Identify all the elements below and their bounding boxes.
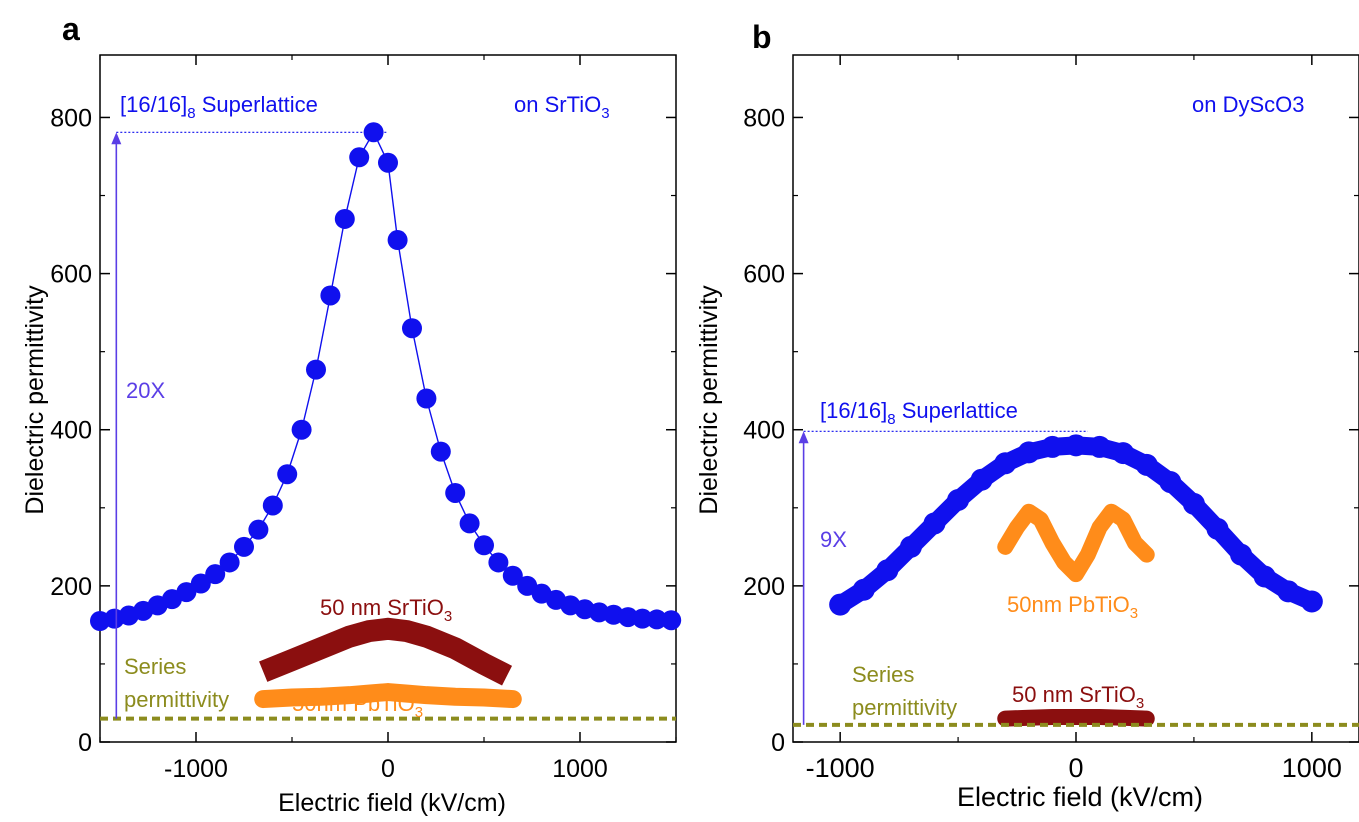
panel-b: b Electric field (kV/cm) Dielectric perm… (695, 19, 1305, 812)
panel-a-pbtio3-text: 50nm PbTiO (292, 691, 415, 716)
panel-a-16-16-8-superlattice-point (248, 519, 269, 540)
panel-a-16-16-8-superlattice-point (234, 536, 254, 557)
panel-b-50-nm-srtio3-line (997, 709, 1155, 727)
panel-a-ytick-label: 200 (50, 573, 92, 601)
panel-b-letter: b (752, 19, 772, 55)
plot-layer: 0 200 400 600 800 -1000 0 1000 0 200 400 600 800 -100… (50, 54, 1359, 783)
panel-a-superlattice-label: [16/16]8 Superlattice (120, 92, 318, 122)
panel-b-16-16-8-superlattice-point (1182, 492, 1205, 515)
panel-b-ytick-label: 400 (743, 417, 785, 445)
panel-a-16-16-8-superlattice-point (277, 464, 298, 485)
panel-b-ytick-label: 600 (743, 261, 785, 289)
panel-a-16-16-8-superlattice-point (387, 230, 408, 251)
panel-b-16-16-8-superlattice-point (947, 488, 970, 511)
panel-b-16-16-8-superlattice-point (923, 512, 946, 535)
panel-a-factor-label: 20X (126, 378, 165, 403)
panel-a-16-16-8-superlattice-point (306, 359, 326, 380)
panel-b-50nm-pbtio3-line (997, 503, 1155, 583)
panel-b-series-label-1: Series (852, 662, 914, 687)
panel-a-substrate-label: on SrTiO3 (514, 92, 610, 122)
panel-b-ratio-arrowhead (798, 431, 809, 444)
panel-a-16-16-8-superlattice-point (262, 495, 283, 516)
panel-b-ytick-label: 200 (743, 573, 785, 601)
panel-a-ytick-label: 0 (78, 729, 92, 757)
panel-b-16-16-8-superlattice-point (1135, 453, 1158, 476)
panel-b-16-16-8-superlattice-point (899, 535, 922, 558)
panel-b-ytick-label: 0 (771, 729, 785, 757)
panel-b-16-16-8-superlattice-point (1159, 471, 1182, 494)
panel-b-16-16-8-superlattice-point (829, 593, 852, 616)
panel-a-16-16-8-superlattice-point (402, 318, 422, 339)
panel-a: a Electric field (kV/cm) Dielectric perm… (21, 11, 610, 817)
panel-b-xlabel: Electric field (kV/cm) (957, 782, 1203, 812)
panel-a-xtick-label: -1000 (164, 755, 228, 783)
panel-a-16-16-8-superlattice-point (291, 419, 312, 440)
panel-b-substrate-label: on DyScO3 (1192, 92, 1305, 117)
panel-a-16-16-8-superlattice-point (378, 152, 398, 173)
panel-a-ylabel: Dielectric permittivity (21, 285, 49, 515)
panel-a-16-16-8-superlattice-point (661, 610, 682, 631)
panel-b-16-16-8-superlattice-point (1300, 590, 1323, 613)
panel-a-ytick-label: 400 (50, 417, 92, 445)
panel-a-16-16-8-superlattice-point (176, 582, 197, 603)
panel-a-16-16-8-superlattice-point (416, 388, 437, 409)
panel-b-ylabel: Dielectric permittivity (695, 285, 723, 515)
panel-b-16-16-8-superlattice-point (970, 468, 993, 491)
panel-b-16-16-8-superlattice-point (1041, 435, 1064, 458)
panel-b-xtick-label: -1000 (806, 753, 875, 783)
panel-a-16-16-8-superlattice-point (334, 208, 355, 229)
panel-b-16-16-8-superlattice-point (1206, 517, 1229, 540)
panel-b-16-16-8-superlattice-point (1230, 543, 1253, 566)
panel-b-pbtio3-label: 50nm PbTiO3 (1007, 592, 1138, 622)
panel-a-16-16-8-superlattice-point (632, 608, 653, 629)
panel-a-16-16-8-superlattice-point (502, 565, 523, 586)
panel-a-16-16-8-superlattice-point (190, 573, 211, 594)
panel-b-series-label-2: permittivity (852, 695, 957, 720)
overlay-layer: 50nm PbTiO3 (111, 131, 1088, 725)
panel-b-16-16-8-superlattice-point (1065, 434, 1087, 457)
panel-b-ytick-label: 800 (743, 104, 785, 132)
panel-a-ytick-label: 600 (50, 261, 92, 289)
panel-a-series-label-2: permittivity (124, 687, 229, 712)
panel-b-16-16-8-superlattice-point (852, 578, 875, 601)
panel-a-16-16-8-superlattice-point (618, 607, 638, 628)
panel-a-16-16-8-superlattice-point (474, 535, 494, 556)
panel-a-50-nm-srtio3-line (259, 617, 513, 686)
panel-a-srtio3-label: 50 nm SrTiO3 (320, 595, 452, 625)
panel-a-ytick-label: 800 (50, 104, 92, 132)
panel-a-16-16-8-superlattice-point (445, 482, 466, 503)
panel-b-16-16-8-superlattice-point (1017, 441, 1040, 464)
panel-b-xtick-label: 1000 (1282, 753, 1342, 783)
panel-b-16-16-8-superlattice-point (1112, 442, 1135, 465)
panel-b-16-16-8-superlattice-point (876, 559, 899, 582)
panel-b-xtick-label: 0 (1068, 753, 1083, 783)
panel-b-factor-label: 9X (820, 527, 847, 552)
panel-a-series-label-1: Series (124, 654, 186, 679)
panel-a-16-16-8-superlattice-point (646, 609, 667, 630)
panel-a-50nm-pbtio3-line (254, 683, 522, 709)
panel-a-16-16-8-superlattice-line (99, 131, 672, 622)
panel-a-pbtio3-label: 50nm PbTiO3 (292, 691, 423, 721)
panel-a-16-16-8-superlattice-point (430, 441, 451, 462)
panel-a-letter: a (62, 11, 80, 47)
panel-a-16-16-8-superlattice-point (459, 513, 480, 534)
panel-a-16-16-8-superlattice-point (488, 552, 509, 573)
panel-a-xtick-label: 0 (381, 755, 395, 783)
panel-b-srtio3-label: 50 nm SrTiO3 (1012, 682, 1144, 712)
panel-a-ratio-arrowhead (111, 132, 122, 145)
panel-a-16-16-8-superlattice-point (320, 285, 341, 306)
panel-a-pbtio3-subscript: 3 (415, 704, 423, 721)
panel-b-16-16-8-superlattice-point (1088, 435, 1111, 458)
panel-b-16-16-8-superlattice-point (1253, 565, 1276, 588)
panel-a-xtick-label: 1000 (552, 755, 608, 783)
panel-a-16-16-8-superlattice-point (219, 552, 240, 573)
panel-a-16-16-8-superlattice-point (205, 564, 226, 585)
panel-a-xlabel: Electric field (kV/cm) (278, 789, 506, 817)
panel-a-16-16-8-superlattice-point (349, 147, 370, 168)
panel-b-superlattice-label: [16/16]8 Superlattice (820, 398, 1018, 428)
panel-b-16-16-8-superlattice-point (994, 452, 1017, 475)
panel-b-16-16-8-superlattice-point (1277, 580, 1300, 603)
